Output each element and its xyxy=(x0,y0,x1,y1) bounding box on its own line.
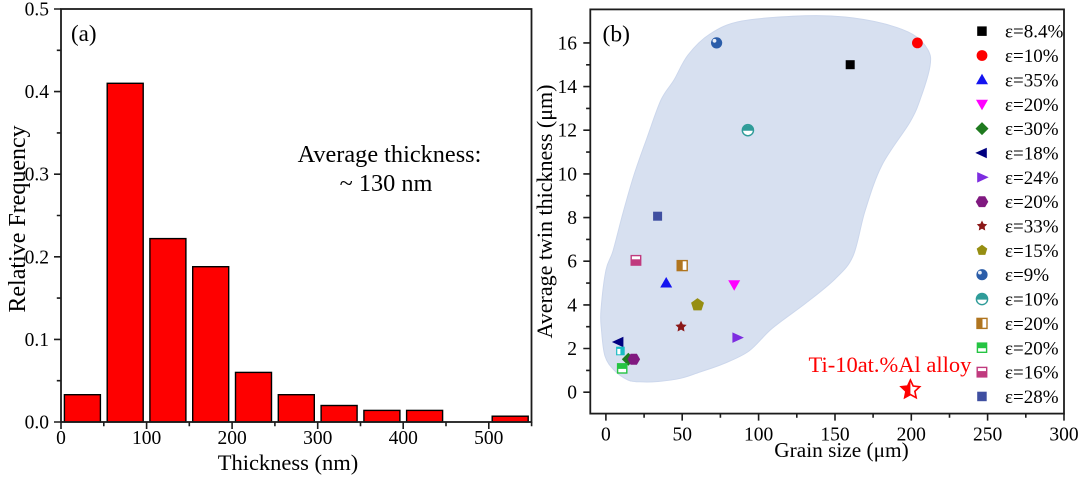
svg-text:10: 10 xyxy=(558,164,578,185)
svg-text:2: 2 xyxy=(567,339,577,360)
svg-text:14: 14 xyxy=(558,77,578,98)
svg-text:8: 8 xyxy=(567,208,577,229)
svg-text:(a): (a) xyxy=(71,21,97,46)
svg-text:100: 100 xyxy=(132,428,161,449)
svg-text:ε=30%: ε=30% xyxy=(1005,119,1059,140)
svg-text:ε=24%: ε=24% xyxy=(1005,168,1059,189)
svg-text:ε=33%: ε=33% xyxy=(1005,217,1059,238)
svg-text:ε=20%: ε=20% xyxy=(1005,192,1059,213)
svg-text:0.4: 0.4 xyxy=(25,82,50,103)
svg-text:0: 0 xyxy=(601,425,611,446)
svg-text:ε=10%: ε=10% xyxy=(1005,290,1059,311)
svg-text:0.2: 0.2 xyxy=(25,247,49,268)
svg-text:6: 6 xyxy=(567,252,577,273)
svg-text:ε=35%: ε=35% xyxy=(1005,70,1059,91)
svg-text:0.5: 0.5 xyxy=(25,0,49,21)
svg-text:ε=16%: ε=16% xyxy=(1005,363,1059,384)
svg-text:ε=8.4%: ε=8.4% xyxy=(1005,22,1063,43)
svg-text:150: 150 xyxy=(820,425,849,446)
svg-text:500: 500 xyxy=(474,428,503,449)
svg-text:16: 16 xyxy=(558,33,578,54)
svg-text:0.1: 0.1 xyxy=(25,330,49,351)
svg-text:ε=20%: ε=20% xyxy=(1005,314,1059,335)
svg-text:0: 0 xyxy=(56,428,66,449)
svg-text:0.3: 0.3 xyxy=(25,165,49,186)
svg-text:(b): (b) xyxy=(603,22,630,48)
svg-text:200: 200 xyxy=(897,425,926,446)
svg-text:200: 200 xyxy=(217,428,246,449)
svg-text:~ 130 nm: ~ 130 nm xyxy=(340,170,433,197)
svg-text:400: 400 xyxy=(389,428,418,449)
svg-text:Relative Frequency: Relative Frequency xyxy=(5,125,31,312)
svg-text:0: 0 xyxy=(567,383,577,404)
svg-text:ε=20%: ε=20% xyxy=(1005,338,1059,359)
svg-text:ε=15%: ε=15% xyxy=(1005,241,1059,262)
svg-text:0.0: 0.0 xyxy=(25,413,49,434)
svg-text:100: 100 xyxy=(744,425,773,446)
svg-text:4: 4 xyxy=(567,295,577,316)
svg-text:12: 12 xyxy=(558,121,578,142)
svg-text:300: 300 xyxy=(303,428,332,449)
svg-text:Average thickness:: Average thickness: xyxy=(298,141,482,168)
svg-text:Thickness (nm): Thickness (nm) xyxy=(218,450,359,475)
svg-text:Grain size (μm): Grain size (μm) xyxy=(774,438,908,462)
svg-text:ε=18%: ε=18% xyxy=(1005,143,1059,164)
svg-text:50: 50 xyxy=(672,425,692,446)
svg-text:ε=20%: ε=20% xyxy=(1005,95,1059,116)
svg-text:ε=9%: ε=9% xyxy=(1005,265,1049,286)
svg-text:Ti-10at.%Al alloy: Ti-10at.%Al alloy xyxy=(809,352,973,377)
svg-text:Average twin thickness (μm): Average twin thickness (μm) xyxy=(532,85,557,339)
svg-text:ε=10%: ε=10% xyxy=(1005,46,1059,67)
svg-text:250: 250 xyxy=(973,425,1002,446)
svg-text:300: 300 xyxy=(1049,425,1078,446)
svg-text:ε=28%: ε=28% xyxy=(1005,387,1059,408)
